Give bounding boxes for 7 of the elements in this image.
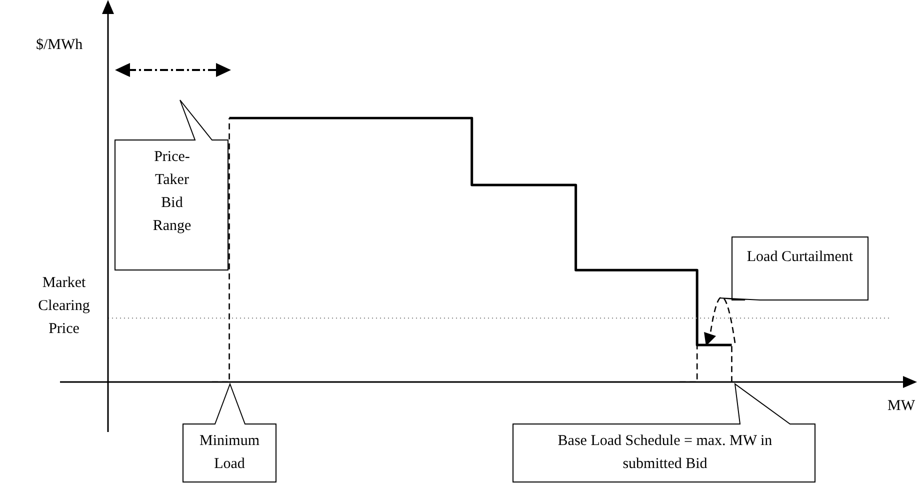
x-axis-title: MW <box>886 397 915 416</box>
annotation: Load Curtailment <box>746 248 854 267</box>
ref-line-label: Market Clearing Price <box>37 274 91 340</box>
text: Minimum Load <box>198 432 260 474</box>
y-axis-title: $/MWh <box>36 36 84 55</box>
text: Base Load Schedule = max. MW in submitted Bid <box>556 432 774 474</box>
annotation: Price-Taker Bid Range <box>152 148 192 236</box>
